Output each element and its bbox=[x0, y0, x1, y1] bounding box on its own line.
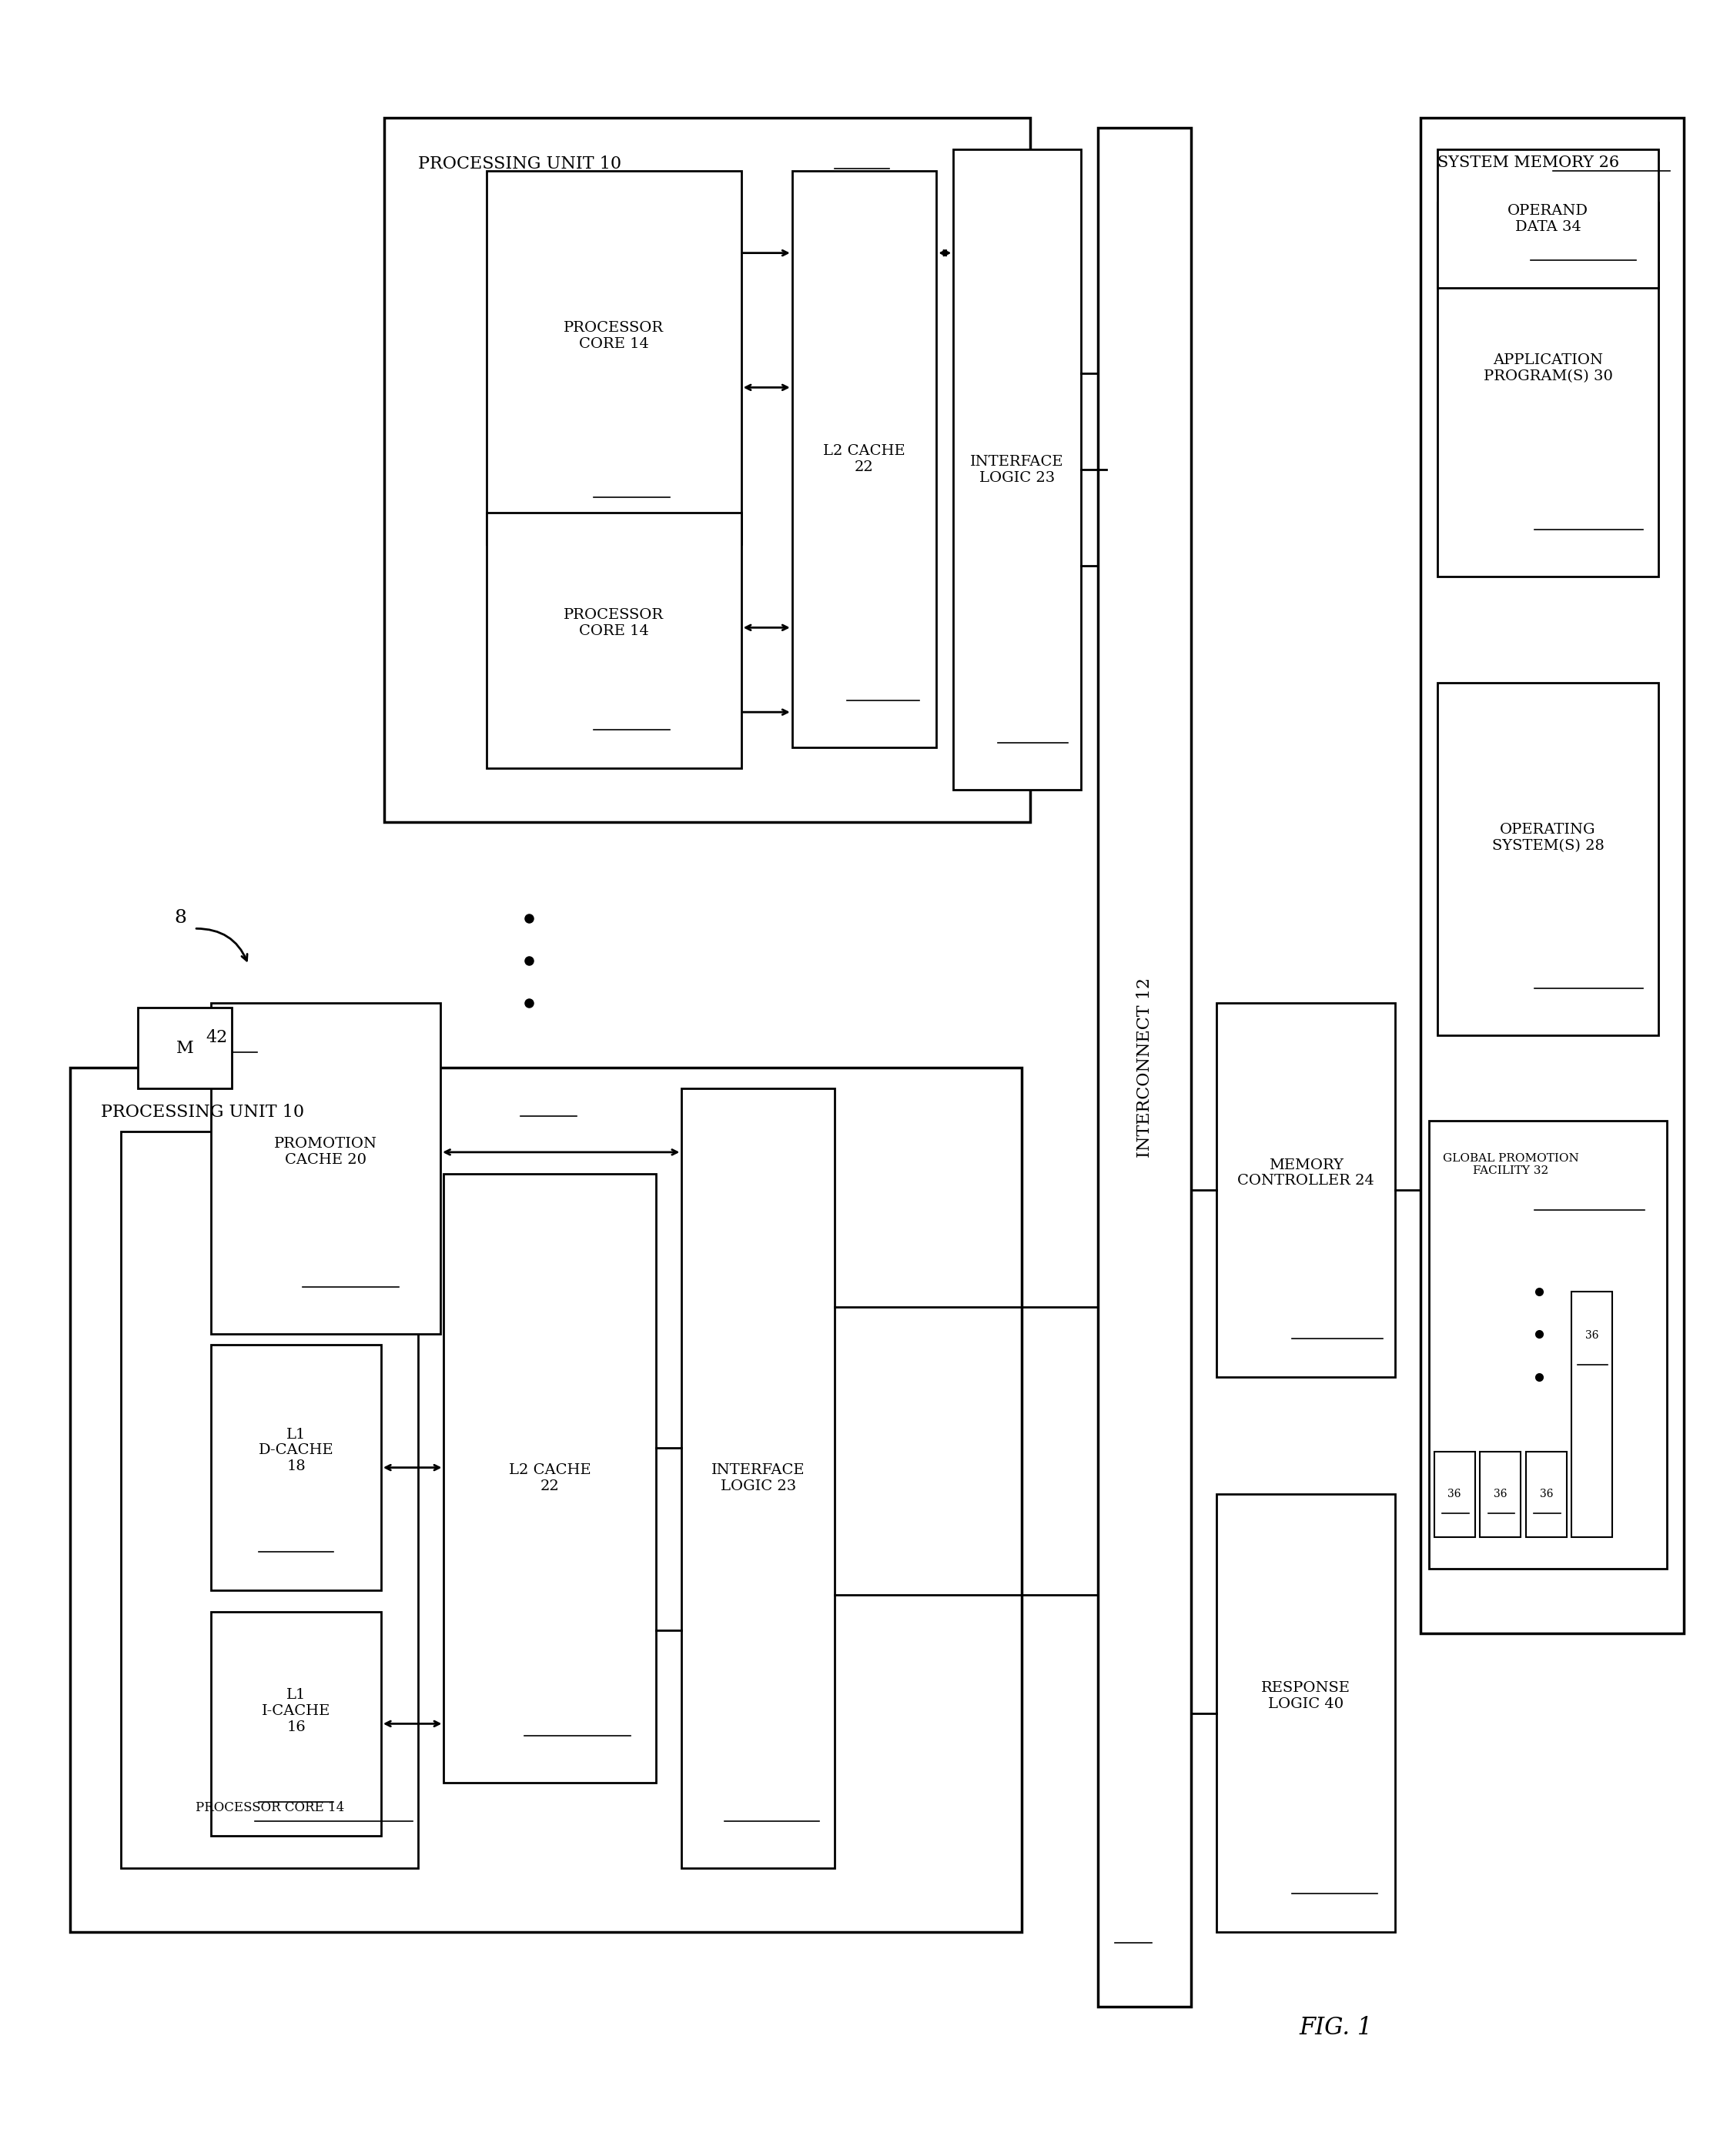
Text: INTERCONNECT 12: INTERCONNECT 12 bbox=[1135, 977, 1152, 1158]
Bar bbox=[1429, 1121, 1667, 1570]
Text: APPLICATION
PROGRAM(S) 30: APPLICATION PROGRAM(S) 30 bbox=[1483, 354, 1613, 384]
Bar bbox=[138, 1007, 232, 1089]
Text: 8: 8 bbox=[174, 910, 187, 927]
Bar bbox=[1216, 1003, 1395, 1378]
Text: PROCESSOR
CORE 14: PROCESSOR CORE 14 bbox=[564, 608, 664, 638]
Text: OPERATING
SYSTEM(S) 28: OPERATING SYSTEM(S) 28 bbox=[1491, 824, 1605, 854]
Bar bbox=[1434, 1451, 1474, 1537]
Bar bbox=[1216, 1494, 1395, 1932]
Bar bbox=[212, 1613, 382, 1835]
Text: INTERFACE
LOGIC 23: INTERFACE LOGIC 23 bbox=[712, 1464, 805, 1494]
Text: PROCESSING UNIT 10: PROCESSING UNIT 10 bbox=[418, 155, 621, 172]
Text: L2 CACHE
22: L2 CACHE 22 bbox=[824, 444, 905, 474]
Text: PROCESSOR
CORE 14: PROCESSOR CORE 14 bbox=[564, 321, 664, 351]
Bar bbox=[1526, 1451, 1567, 1537]
Bar bbox=[384, 116, 1030, 821]
Text: RESPONSE
LOGIC 40: RESPONSE LOGIC 40 bbox=[1261, 1682, 1350, 1712]
Text: MEMORY
CONTROLLER 24: MEMORY CONTROLLER 24 bbox=[1237, 1158, 1374, 1188]
Text: 36: 36 bbox=[1539, 1490, 1553, 1501]
Text: PROCESSING UNIT 10: PROCESSING UNIT 10 bbox=[101, 1104, 304, 1121]
Text: 36: 36 bbox=[1448, 1490, 1462, 1501]
Bar bbox=[212, 1345, 382, 1591]
Bar bbox=[212, 1003, 440, 1335]
Text: M: M bbox=[175, 1039, 194, 1056]
Bar bbox=[791, 170, 936, 748]
Text: FIG. 1: FIG. 1 bbox=[1299, 2016, 1373, 2040]
Text: GLOBAL PROMOTION
FACILITY 32: GLOBAL PROMOTION FACILITY 32 bbox=[1443, 1153, 1579, 1175]
Text: INTERFACE
LOGIC 23: INTERFACE LOGIC 23 bbox=[970, 455, 1065, 485]
Bar bbox=[1572, 1291, 1612, 1537]
Text: 42: 42 bbox=[206, 1028, 227, 1046]
Text: L1
D-CACHE
18: L1 D-CACHE 18 bbox=[258, 1427, 334, 1473]
Text: SYSTEM MEMORY 26: SYSTEM MEMORY 26 bbox=[1438, 155, 1619, 170]
Bar bbox=[487, 170, 741, 543]
Bar bbox=[1438, 683, 1658, 1035]
Bar bbox=[953, 149, 1080, 789]
Bar bbox=[1421, 116, 1684, 1632]
Bar bbox=[1438, 149, 1658, 289]
Bar bbox=[487, 513, 741, 768]
Bar bbox=[1097, 127, 1192, 2007]
Bar bbox=[681, 1089, 834, 1867]
Text: 36: 36 bbox=[1586, 1330, 1600, 1341]
Bar bbox=[120, 1132, 418, 1867]
Bar bbox=[71, 1067, 1022, 1932]
Text: L2 CACHE
22: L2 CACHE 22 bbox=[509, 1464, 592, 1494]
Text: L1
I-CACHE
16: L1 I-CACHE 16 bbox=[261, 1688, 330, 1733]
Text: PROMOTION
CACHE 20: PROMOTION CACHE 20 bbox=[273, 1136, 377, 1166]
Bar bbox=[444, 1175, 655, 1783]
Bar bbox=[1479, 1451, 1520, 1537]
Bar bbox=[1438, 203, 1658, 576]
Text: OPERAND
DATA 34: OPERAND DATA 34 bbox=[1507, 205, 1588, 233]
Text: 36: 36 bbox=[1493, 1490, 1507, 1501]
Text: PROCESSOR CORE 14: PROCESSOR CORE 14 bbox=[196, 1802, 344, 1815]
